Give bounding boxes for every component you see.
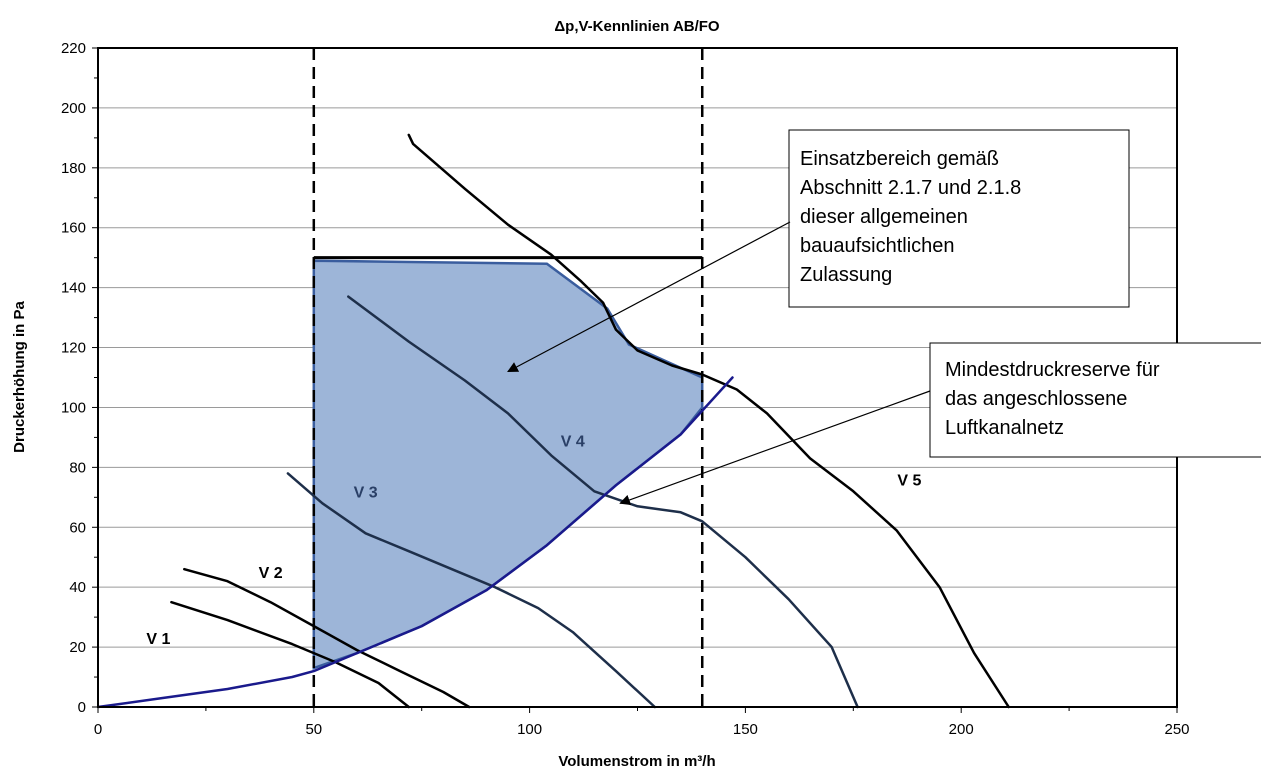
x-tick-label: 250: [1164, 721, 1189, 738]
x-tick-label: 100: [517, 721, 542, 738]
limit-lines: [312, 48, 704, 707]
curve-label: V 5: [897, 472, 921, 489]
annotation-text-line: Einsatzbereich gemäß: [800, 148, 999, 170]
annotations-layer: Einsatzbereich gemäß Abschnitt 2.1.7 und …: [507, 129, 1261, 506]
y-tick-label: 20: [69, 639, 86, 656]
y-tick-label: 80: [69, 459, 86, 476]
x-axis-label: Volumenstrom in m³/h: [558, 753, 715, 770]
y-tick-label: 180: [61, 160, 86, 177]
annotation-text-line: Luftkanalnetz: [945, 417, 1064, 439]
curve-label: V 3: [354, 484, 378, 501]
axis-ticks: 0 20 40 60 80 100 120 140 160 180 200 220 0 50 100 150 2…: [61, 40, 1190, 738]
y-tick-label: 100: [61, 399, 86, 416]
curve-label: V 1: [146, 631, 170, 648]
annotation-text-line: Abschnitt 2.1.7 und 2.1.8: [800, 177, 1021, 199]
series-line-6: [96, 376, 734, 709]
annotation-box: [788, 129, 1130, 308]
chart-title: Δp,V-Kennlinien AB/FO: [554, 18, 720, 35]
annotation-text-line: bauaufsichtlichen: [800, 235, 955, 257]
series-layer: [96, 133, 1010, 709]
y-tick-label: 60: [69, 519, 86, 536]
annotation-arrow: [507, 221, 791, 373]
y-tick-label: 140: [61, 280, 86, 297]
annotation-text-line: Zulassung: [800, 264, 892, 286]
y-tick-label: 120: [61, 340, 86, 357]
series-line-1: [170, 600, 411, 709]
series-line-2: [183, 567, 471, 709]
annotation-text-line: das angeschlossene: [945, 388, 1127, 410]
y-tick-label: 0: [78, 699, 86, 716]
y-axis-label: Druckerhöhung in Pa: [11, 301, 28, 453]
x-tick-label: 200: [949, 721, 974, 738]
x-tick-label: 150: [733, 721, 758, 738]
curve-label: V 4: [561, 433, 585, 450]
curve-label: V 2: [259, 565, 283, 582]
x-tick-label: 50: [305, 721, 322, 738]
y-tick-label: 200: [61, 100, 86, 117]
y-tick-label: 220: [61, 40, 86, 57]
curve-labels: V 1 V 2 V 3 V 4 V 5: [146, 433, 921, 648]
y-tick-label: 40: [69, 579, 86, 596]
series-line-4: [347, 295, 859, 709]
annotation-box: [929, 342, 1261, 458]
annotation-text-line: dieser allgemeinen: [800, 206, 968, 228]
y-tick-label: 160: [61, 220, 86, 237]
annotation-arrow: [619, 390, 931, 506]
series-line-3: [286, 472, 657, 709]
x-tick-label: 0: [94, 721, 102, 738]
series-line-5: [407, 133, 1010, 709]
annotation-text-line: Mindestdruckreserve für: [945, 359, 1160, 381]
